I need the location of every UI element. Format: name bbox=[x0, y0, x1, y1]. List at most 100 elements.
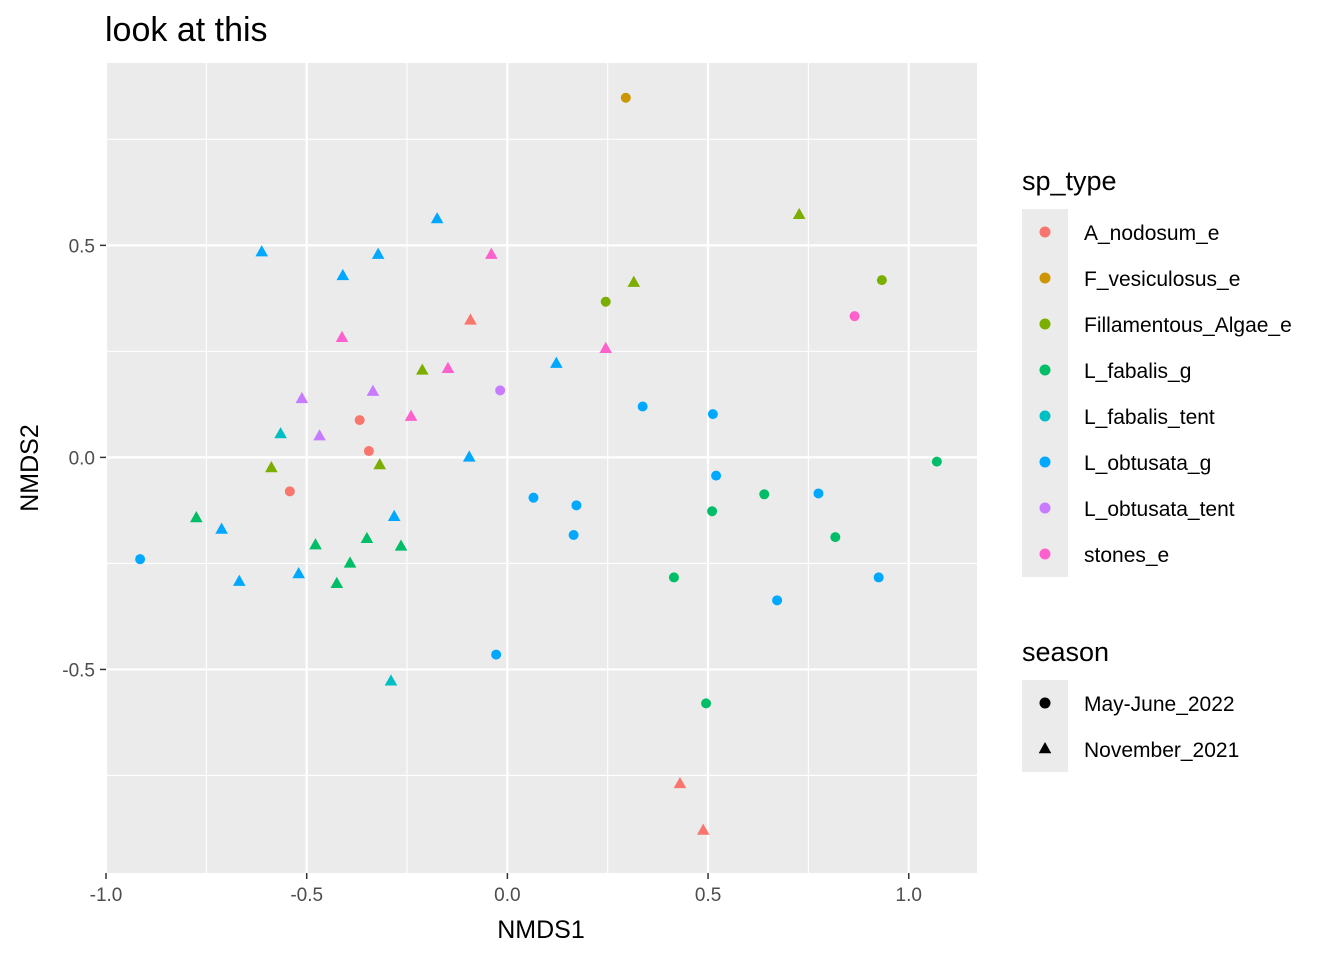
data-point-circle bbox=[491, 649, 502, 660]
data-point-triangle bbox=[673, 776, 687, 789]
x-axis-title: NMDS1 bbox=[497, 916, 585, 944]
data-point-triangle bbox=[330, 576, 344, 588]
y-tick-label: -0.5 bbox=[62, 660, 95, 681]
data-point-triangle bbox=[550, 356, 563, 368]
data-point-triangle bbox=[404, 409, 418, 421]
legend-label: L_fabalis_g bbox=[1084, 360, 1191, 383]
legend-label: November_2021 bbox=[1084, 739, 1239, 762]
data-point-circle bbox=[759, 489, 770, 500]
data-point-circle bbox=[772, 595, 783, 606]
data-point-triangle bbox=[696, 823, 710, 835]
data-point-circle bbox=[284, 486, 295, 497]
color-legend-key-panel bbox=[1022, 209, 1068, 577]
data-point-circle bbox=[813, 488, 824, 499]
shape-legend-key-panel bbox=[1022, 680, 1068, 772]
legend-label: Fillamentous_Algae_e bbox=[1084, 314, 1292, 337]
data-point-triangle bbox=[485, 247, 498, 259]
data-point-triangle bbox=[441, 361, 455, 373]
legend-key-l-obtusata-tent bbox=[1039, 502, 1051, 514]
legend-key-a-nodosum-e bbox=[1039, 226, 1051, 238]
legend-label: A_nodosum_e bbox=[1084, 222, 1219, 245]
legend-label: L_fabalis_tent bbox=[1084, 406, 1215, 429]
data-point-triangle bbox=[255, 245, 269, 257]
x-tick-label: 1.0 bbox=[896, 885, 922, 906]
data-point-circle bbox=[830, 532, 841, 543]
color-legend: A_nodosum_e F_vesiculosus_e Fillamentous_A… bbox=[1039, 222, 1292, 567]
legend-key-fillamentous-algae-e bbox=[1039, 318, 1051, 330]
x-axis-ticks: -1.0 -0.5 0.0 0.5 1.0 bbox=[90, 873, 922, 906]
data-point-circle bbox=[354, 415, 365, 426]
data-point-circle bbox=[876, 275, 887, 286]
shape-legend-title: season bbox=[1022, 637, 1109, 667]
data-point-circle bbox=[711, 470, 722, 481]
data-point-triangle bbox=[464, 313, 477, 325]
legend-label: May-June_2022 bbox=[1084, 693, 1235, 716]
data-point-triangle bbox=[190, 511, 203, 523]
data-point-circle bbox=[135, 554, 146, 565]
x-tick-label: -0.5 bbox=[290, 885, 323, 906]
data-point-triangle bbox=[366, 384, 380, 396]
data-point-triangle bbox=[292, 567, 305, 579]
data-point-circle bbox=[931, 456, 942, 467]
legend-key-f-vesiculosus-e bbox=[1039, 272, 1051, 284]
data-point-triangle bbox=[415, 363, 429, 375]
y-tick-label: 0.5 bbox=[69, 236, 95, 257]
data-point-triangle bbox=[335, 330, 349, 343]
y-tick-label: 0.0 bbox=[69, 448, 95, 469]
data-point-circle bbox=[571, 500, 582, 511]
data-point-circle bbox=[668, 572, 679, 583]
data-point-circle bbox=[707, 409, 718, 420]
data-point-circle bbox=[568, 530, 579, 541]
data-point-triangle bbox=[274, 427, 287, 439]
data-points bbox=[135, 92, 942, 835]
legend-key-l-fabalis-g bbox=[1039, 364, 1051, 376]
data-point-triangle bbox=[627, 275, 641, 287]
data-point-triangle bbox=[371, 247, 385, 259]
data-point-triangle bbox=[430, 212, 444, 224]
data-point-triangle bbox=[309, 538, 322, 550]
data-point-triangle bbox=[387, 509, 401, 521]
data-point-circle bbox=[637, 401, 648, 412]
data-point-triangle bbox=[313, 429, 326, 441]
data-point-triangle bbox=[336, 268, 350, 281]
legend-key-circle bbox=[1039, 697, 1051, 709]
data-point-triangle bbox=[373, 458, 387, 470]
data-point-circle bbox=[600, 296, 611, 307]
legend-label: F_vesiculosus_e bbox=[1084, 268, 1240, 291]
legend-key-stones-e bbox=[1039, 548, 1051, 560]
y-axis-title: NMDS2 bbox=[16, 424, 44, 512]
data-point-circle bbox=[707, 506, 718, 517]
data-point-circle bbox=[363, 446, 374, 457]
legend-label: stones_e bbox=[1084, 544, 1169, 567]
data-point-circle bbox=[849, 311, 860, 322]
data-point-triangle bbox=[295, 391, 309, 404]
data-point-triangle bbox=[462, 450, 476, 462]
data-point-circle bbox=[701, 698, 712, 709]
x-tick-label: -1.0 bbox=[90, 885, 123, 906]
y-axis-ticks: -0.5 0.0 0.5 bbox=[62, 236, 106, 681]
legend-key-triangle bbox=[1038, 742, 1052, 754]
color-legend-title: sp_type bbox=[1022, 166, 1117, 196]
chart-title: look at this bbox=[105, 11, 268, 49]
data-point-triangle bbox=[394, 539, 408, 551]
data-point-triangle bbox=[215, 522, 228, 534]
data-point-triangle bbox=[343, 556, 357, 568]
legend-label: L_obtusata_g bbox=[1084, 452, 1211, 475]
data-point-circle bbox=[620, 92, 631, 103]
x-tick-label: 0.0 bbox=[494, 885, 520, 906]
data-point-triangle bbox=[265, 461, 278, 473]
grid-lines bbox=[104, 63, 977, 873]
legend-label: L_obtusata_tent bbox=[1084, 498, 1235, 521]
shape-legend: May-June_2022 November_2021 bbox=[1038, 693, 1239, 762]
data-point-circle bbox=[495, 385, 506, 396]
legend-key-l-fabalis-tent bbox=[1039, 410, 1051, 422]
data-point-triangle bbox=[360, 531, 374, 544]
data-point-triangle bbox=[599, 341, 613, 354]
plot-panel bbox=[106, 63, 977, 873]
data-point-circle bbox=[873, 572, 884, 583]
x-tick-label: 0.5 bbox=[695, 885, 721, 906]
data-point-circle bbox=[528, 492, 539, 503]
data-point-triangle bbox=[384, 674, 398, 686]
legend-key-l-obtusata-g bbox=[1039, 456, 1051, 468]
